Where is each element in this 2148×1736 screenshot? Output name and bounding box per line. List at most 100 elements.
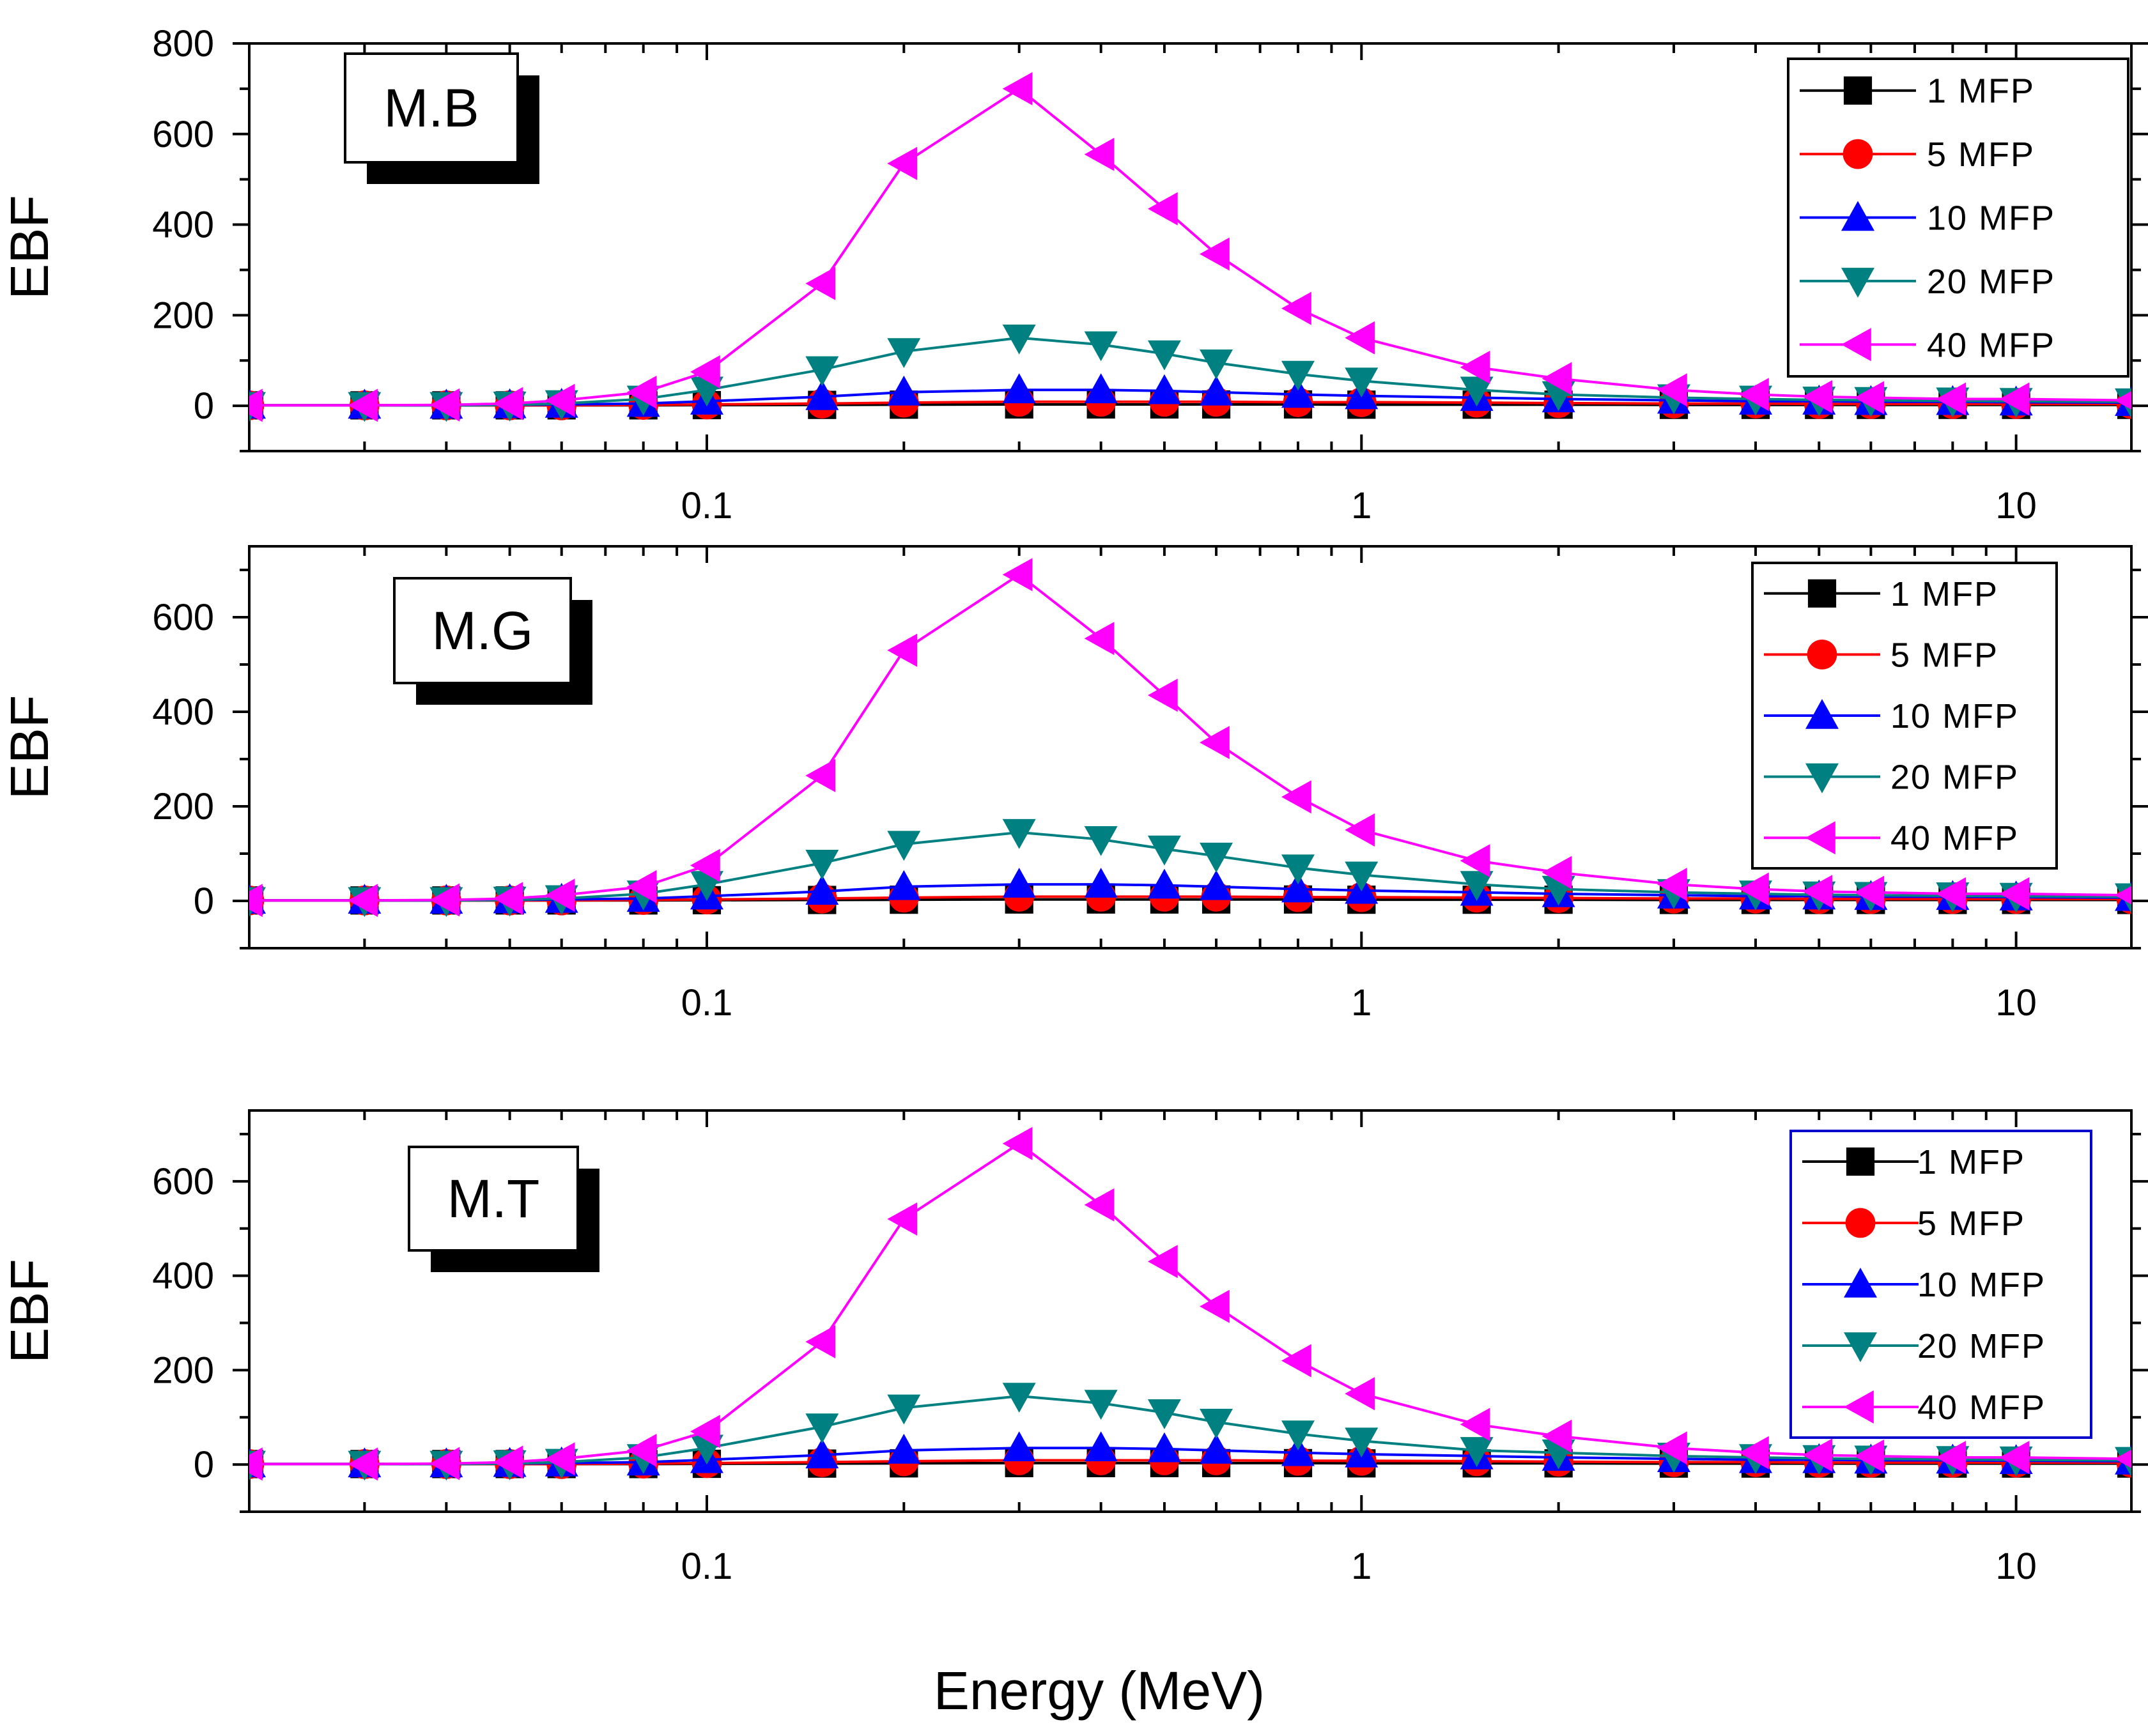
data-point — [1802, 1438, 1833, 1472]
legend-item: 40 MFP — [1802, 1388, 2044, 1427]
legend-item: 10 MFP — [1800, 199, 2055, 238]
data-point — [1200, 1289, 1230, 1323]
legend-marker — [1841, 268, 1874, 298]
data-point — [1147, 1432, 1181, 1463]
data-point — [887, 870, 921, 900]
x-tick-label: 1 — [1351, 1546, 1371, 1587]
y-tick-label: 600 — [152, 1161, 214, 1202]
data-point — [1002, 818, 1036, 849]
plot-area — [249, 72, 2131, 422]
data-point — [887, 831, 921, 861]
data-point — [805, 380, 839, 410]
data-point — [1084, 622, 1115, 656]
x-axis-ticks — [248, 546, 2018, 948]
data-point — [1541, 362, 1572, 396]
legend-marker — [1807, 579, 1837, 608]
panel-tag-box — [344, 52, 519, 164]
data-point — [545, 1442, 575, 1476]
x-axis-title: Energy (MeV) — [934, 1661, 1265, 1721]
data-point — [1147, 192, 1178, 226]
data-point — [1460, 1408, 1490, 1441]
data-point — [348, 884, 378, 918]
legend-marker — [1843, 139, 1873, 169]
y-tick-label: 0 — [194, 1444, 214, 1486]
legend-item: 5 MFP — [1802, 1204, 2025, 1243]
legend-label: 10 MFP — [1927, 199, 2055, 238]
y-axis-ticks — [233, 42, 2148, 452]
legend-label: 1 MFP — [1927, 72, 2035, 111]
data-point — [626, 375, 657, 409]
data-point — [1999, 1441, 2030, 1475]
series-40-mfp — [249, 1126, 2131, 1481]
data-point — [1854, 875, 1885, 909]
data-point — [1281, 1436, 1315, 1466]
x-tick-label: 0.1 — [681, 1546, 733, 1587]
data-point — [1999, 382, 2030, 416]
data-point — [1802, 875, 1833, 909]
y-tick-label: 600 — [152, 597, 214, 638]
data-point — [1200, 237, 1230, 271]
data-point — [1802, 380, 1833, 413]
panel-tag-label: M.B — [383, 78, 479, 138]
series-40-mfp — [249, 558, 2131, 918]
data-point — [887, 1394, 921, 1425]
data-point — [887, 633, 918, 667]
legend-label: 5 MFP — [1927, 135, 2035, 174]
legend-item: 20 MFP — [1802, 1327, 2046, 1365]
data-point — [805, 850, 839, 880]
legend-marker — [1844, 1332, 1877, 1362]
legend-item: 1 MFP — [1800, 72, 2035, 111]
legend-label: 40 MFP — [1927, 326, 2055, 364]
legend-marker — [1841, 201, 1874, 231]
legend-label: 20 MFP — [1917, 1327, 2046, 1365]
y-axis-title: EBF — [0, 1259, 59, 1363]
data-point — [1002, 373, 1036, 404]
data-point — [805, 1438, 839, 1469]
data-point — [626, 870, 657, 903]
series-40-mfp — [249, 72, 2131, 422]
data-point — [1281, 1420, 1315, 1451]
data-point — [1657, 373, 1687, 407]
data-point — [2115, 886, 2131, 905]
data-point — [348, 388, 378, 422]
data-point — [545, 383, 575, 417]
legend-label: 5 MFP — [1917, 1204, 2025, 1243]
x-tick-label: 0.1 — [681, 982, 733, 1024]
panel-2: 0.1 1 10 0 200 400 600 EBF M.G 1 MFP 5 MFP 10 MFP 20… — [0, 545, 2148, 1024]
data-point — [1147, 1245, 1178, 1279]
data-point — [1084, 868, 1118, 898]
legend-item: 20 MFP — [1800, 263, 2055, 301]
data-point — [1345, 1427, 1379, 1458]
data-point — [1281, 360, 1315, 391]
x-tick-label: 1 — [1351, 485, 1371, 526]
legend-marker — [1846, 1147, 1875, 1176]
legend-marker — [1805, 821, 1835, 855]
y-tick-label: 400 — [152, 1256, 214, 1297]
data-point — [1147, 374, 1181, 404]
data-point — [1147, 340, 1181, 371]
data-point — [1854, 1439, 1885, 1473]
legend-label: 20 MFP — [1927, 263, 2055, 301]
data-point — [1936, 1441, 1966, 1475]
data-point — [1002, 1383, 1036, 1413]
y-axis-ticks — [233, 1132, 2148, 1513]
legend-marker — [1844, 1390, 1874, 1424]
panel-3: 0.1 1 10 0 200 400 600 EBF M.T 1 MFP 5 MFP 10 MFP 20… — [0, 1109, 2148, 1587]
data-point — [348, 1447, 378, 1481]
x-tick-label: 10 — [1995, 1546, 2037, 1587]
data-point — [1936, 877, 1966, 910]
data-point — [1281, 872, 1315, 903]
data-point — [1281, 1344, 1311, 1378]
data-point — [1460, 376, 1494, 407]
data-point — [429, 1447, 460, 1480]
data-point — [1002, 558, 1033, 592]
data-point — [1345, 813, 1375, 847]
data-point — [805, 758, 836, 792]
legend-item: 1 MFP — [1802, 1143, 2024, 1181]
data-point — [1084, 373, 1118, 404]
legend-label: 20 MFP — [1890, 758, 2019, 797]
data-point — [249, 388, 263, 422]
data-point — [690, 355, 720, 388]
legend-marker — [1844, 1268, 1877, 1298]
legend-marker — [1845, 1208, 1876, 1238]
